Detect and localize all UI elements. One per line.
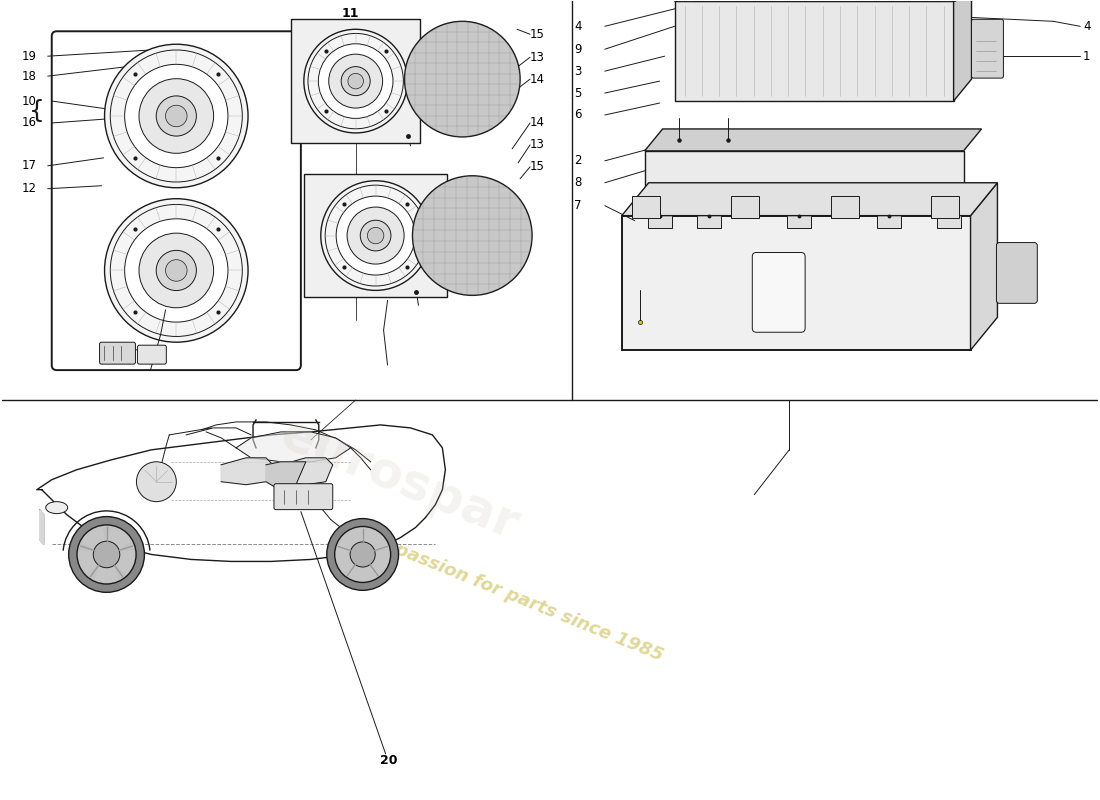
Text: 16: 16 bbox=[22, 117, 36, 130]
Text: 3: 3 bbox=[574, 65, 582, 78]
Polygon shape bbox=[119, 542, 133, 550]
Bar bbox=[631, 196, 660, 218]
Text: 5: 5 bbox=[574, 86, 582, 99]
Circle shape bbox=[139, 78, 213, 154]
Bar bbox=[732, 196, 759, 218]
Circle shape bbox=[348, 74, 363, 89]
Polygon shape bbox=[221, 458, 273, 485]
Bar bbox=[877, 204, 901, 228]
FancyBboxPatch shape bbox=[100, 342, 135, 364]
Text: 11: 11 bbox=[342, 7, 360, 20]
Text: {: { bbox=[29, 99, 45, 123]
Polygon shape bbox=[40, 510, 44, 545]
Polygon shape bbox=[674, 2, 954, 101]
FancyBboxPatch shape bbox=[752, 253, 805, 332]
Text: 4: 4 bbox=[1084, 20, 1090, 33]
Circle shape bbox=[318, 44, 393, 118]
Text: 1: 1 bbox=[1084, 50, 1090, 62]
Text: 12: 12 bbox=[22, 182, 36, 195]
Ellipse shape bbox=[46, 502, 68, 514]
Bar bbox=[937, 204, 960, 228]
Circle shape bbox=[165, 106, 187, 126]
Bar bbox=[788, 204, 811, 228]
Text: 13: 13 bbox=[530, 138, 544, 151]
Circle shape bbox=[334, 526, 390, 582]
FancyBboxPatch shape bbox=[274, 484, 333, 510]
Polygon shape bbox=[970, 182, 998, 350]
Polygon shape bbox=[942, 0, 974, 2]
Circle shape bbox=[139, 233, 213, 308]
Text: eurospar: eurospar bbox=[274, 410, 527, 550]
Polygon shape bbox=[102, 527, 110, 542]
Circle shape bbox=[104, 44, 249, 188]
Circle shape bbox=[412, 176, 532, 295]
FancyBboxPatch shape bbox=[138, 345, 166, 364]
Text: 15: 15 bbox=[530, 28, 544, 41]
Circle shape bbox=[136, 462, 176, 502]
Text: 17: 17 bbox=[22, 159, 36, 172]
Text: 18: 18 bbox=[22, 70, 36, 82]
Circle shape bbox=[77, 525, 136, 584]
Circle shape bbox=[341, 66, 371, 96]
Bar bbox=[931, 196, 958, 218]
Text: 6: 6 bbox=[574, 109, 582, 122]
FancyBboxPatch shape bbox=[971, 19, 1003, 78]
Text: 20: 20 bbox=[379, 754, 397, 767]
Circle shape bbox=[350, 542, 375, 567]
Text: 19: 19 bbox=[22, 50, 36, 62]
Text: a passion for parts since 1985: a passion for parts since 1985 bbox=[375, 534, 666, 665]
Polygon shape bbox=[954, 0, 971, 101]
Polygon shape bbox=[236, 432, 351, 462]
Polygon shape bbox=[266, 462, 306, 488]
Text: 4: 4 bbox=[574, 20, 582, 33]
Text: 15: 15 bbox=[530, 160, 544, 174]
Circle shape bbox=[337, 196, 415, 275]
Text: 2: 2 bbox=[574, 154, 582, 167]
Bar bbox=[697, 204, 722, 228]
Text: 10: 10 bbox=[22, 94, 36, 107]
FancyBboxPatch shape bbox=[52, 31, 301, 370]
Circle shape bbox=[124, 64, 228, 168]
Circle shape bbox=[367, 227, 384, 244]
Polygon shape bbox=[304, 174, 448, 298]
Polygon shape bbox=[645, 129, 981, 151]
Polygon shape bbox=[290, 19, 420, 143]
Circle shape bbox=[156, 250, 197, 290]
Polygon shape bbox=[621, 182, 998, 216]
Circle shape bbox=[165, 260, 187, 282]
Circle shape bbox=[124, 218, 228, 322]
Circle shape bbox=[329, 54, 383, 108]
Text: 7: 7 bbox=[574, 199, 582, 212]
Text: 13: 13 bbox=[530, 50, 544, 64]
Circle shape bbox=[361, 220, 390, 251]
Polygon shape bbox=[88, 565, 99, 578]
Bar bbox=[648, 204, 672, 228]
Circle shape bbox=[94, 542, 120, 568]
Circle shape bbox=[327, 518, 398, 590]
Polygon shape bbox=[645, 151, 964, 206]
Circle shape bbox=[104, 198, 249, 342]
Polygon shape bbox=[674, 0, 971, 2]
Bar bbox=[830, 196, 859, 218]
Circle shape bbox=[321, 181, 430, 290]
Circle shape bbox=[348, 207, 404, 264]
Text: 9: 9 bbox=[574, 42, 582, 56]
Polygon shape bbox=[79, 542, 94, 550]
Polygon shape bbox=[280, 458, 333, 485]
Text: 14: 14 bbox=[530, 117, 546, 130]
Text: 14: 14 bbox=[530, 73, 546, 86]
Circle shape bbox=[405, 22, 520, 137]
Circle shape bbox=[304, 30, 407, 133]
Polygon shape bbox=[114, 565, 125, 578]
Polygon shape bbox=[680, 0, 712, 2]
Circle shape bbox=[156, 96, 197, 136]
Text: 8: 8 bbox=[574, 176, 582, 190]
Circle shape bbox=[68, 517, 144, 592]
Polygon shape bbox=[621, 216, 970, 350]
FancyBboxPatch shape bbox=[997, 242, 1037, 303]
